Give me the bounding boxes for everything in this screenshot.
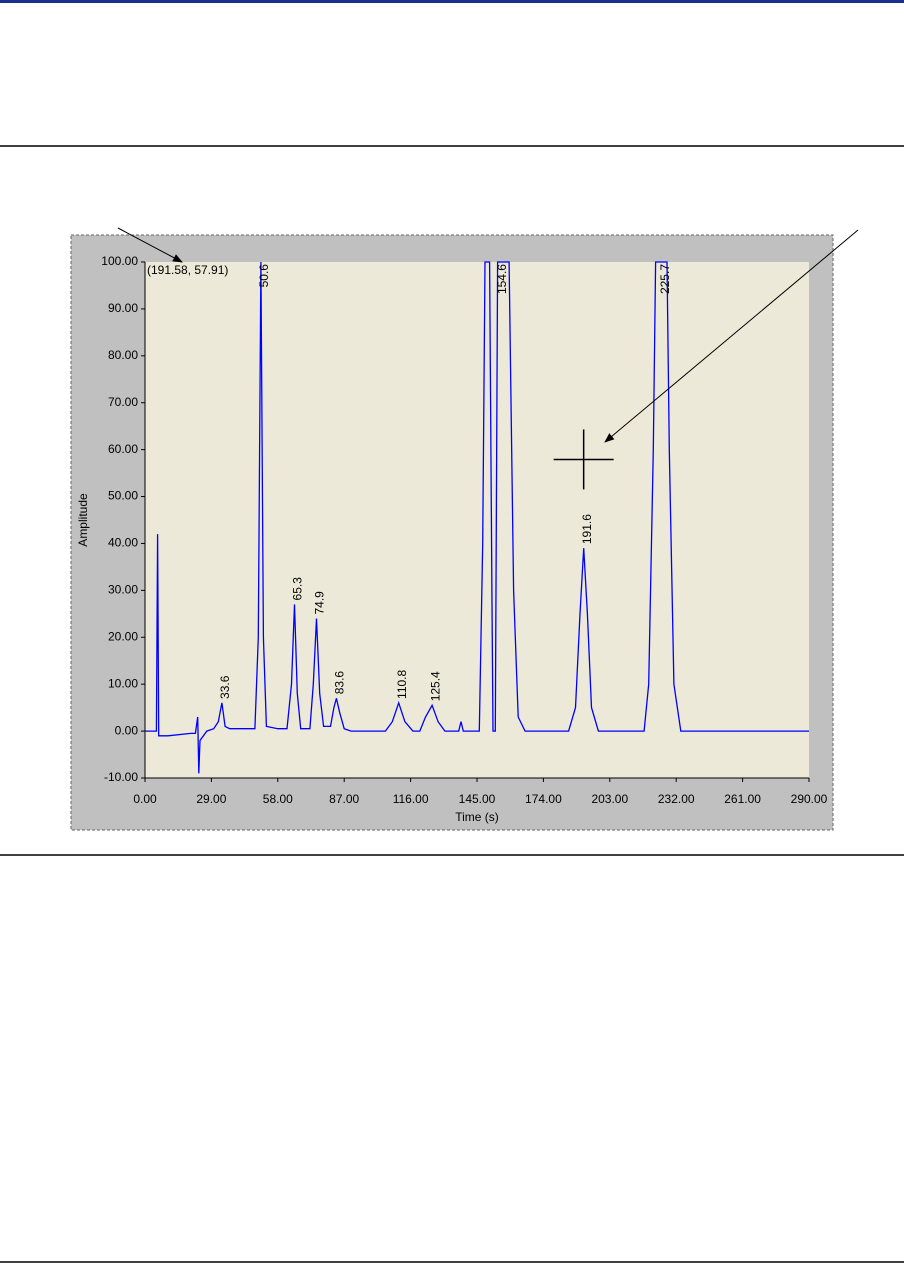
- x-tick-label: 116.00: [393, 792, 429, 806]
- y-tick-label: 30.00: [108, 583, 138, 597]
- y-tick-label: -10.00: [104, 770, 138, 784]
- peak-label: 110.8: [395, 669, 409, 698]
- plot: -10.00 0.00 10.00 20.00 30.00 40.00 50.00 60.00…: [101, 254, 827, 806]
- cursor-readout: (191.58, 57.91): [147, 263, 228, 277]
- peak-label: 191.6: [580, 514, 594, 544]
- peak-label: 65.3: [291, 577, 305, 601]
- y-tick-label: 40.00: [108, 536, 138, 550]
- peak-label: 74.9: [313, 591, 327, 615]
- x-tick-label: 145.00: [459, 792, 496, 806]
- x-tick-label: 232.00: [658, 792, 695, 806]
- y-tick-label: 70.00: [108, 395, 138, 409]
- x-tick-label: 203.00: [591, 792, 628, 806]
- x-tick-label: 58.00: [263, 792, 293, 806]
- peak-label: 83.6: [333, 671, 347, 695]
- y-tick-label: 0.00: [115, 723, 139, 737]
- peak-label: 33.6: [218, 675, 232, 699]
- peak-label: 125.4: [428, 671, 442, 701]
- y-tick-label: 60.00: [108, 442, 138, 456]
- x-axis-label: Time (s): [455, 810, 499, 824]
- x-tick-label: 174.00: [525, 792, 562, 806]
- x-tick-label: 0.00: [133, 792, 157, 806]
- x-tick-label: 261.00: [724, 792, 761, 806]
- callout-arrow: [117, 227, 183, 263]
- plot-area: [145, 262, 809, 778]
- peak-label: 225.7: [658, 264, 672, 294]
- y-tick-label: 100.00: [101, 254, 138, 268]
- x-tick-label: 87.00: [329, 792, 359, 806]
- y-tick-label: 50.00: [108, 489, 138, 503]
- callout-arrow: [604, 229, 859, 443]
- x-tick-label: 29.00: [196, 792, 226, 806]
- y-tick-label: 10.00: [108, 676, 138, 690]
- y-tick-label: 20.00: [108, 629, 138, 643]
- y-tick-label: 90.00: [108, 301, 138, 315]
- y-tick-label: 80.00: [108, 348, 138, 362]
- signal-line: [145, 261, 809, 774]
- peak-label: 50.6: [257, 264, 271, 288]
- x-tick-label: 290.00: [791, 792, 828, 806]
- y-axis-label: Amplitude: [76, 493, 90, 547]
- peak-label: 154.6: [495, 264, 509, 294]
